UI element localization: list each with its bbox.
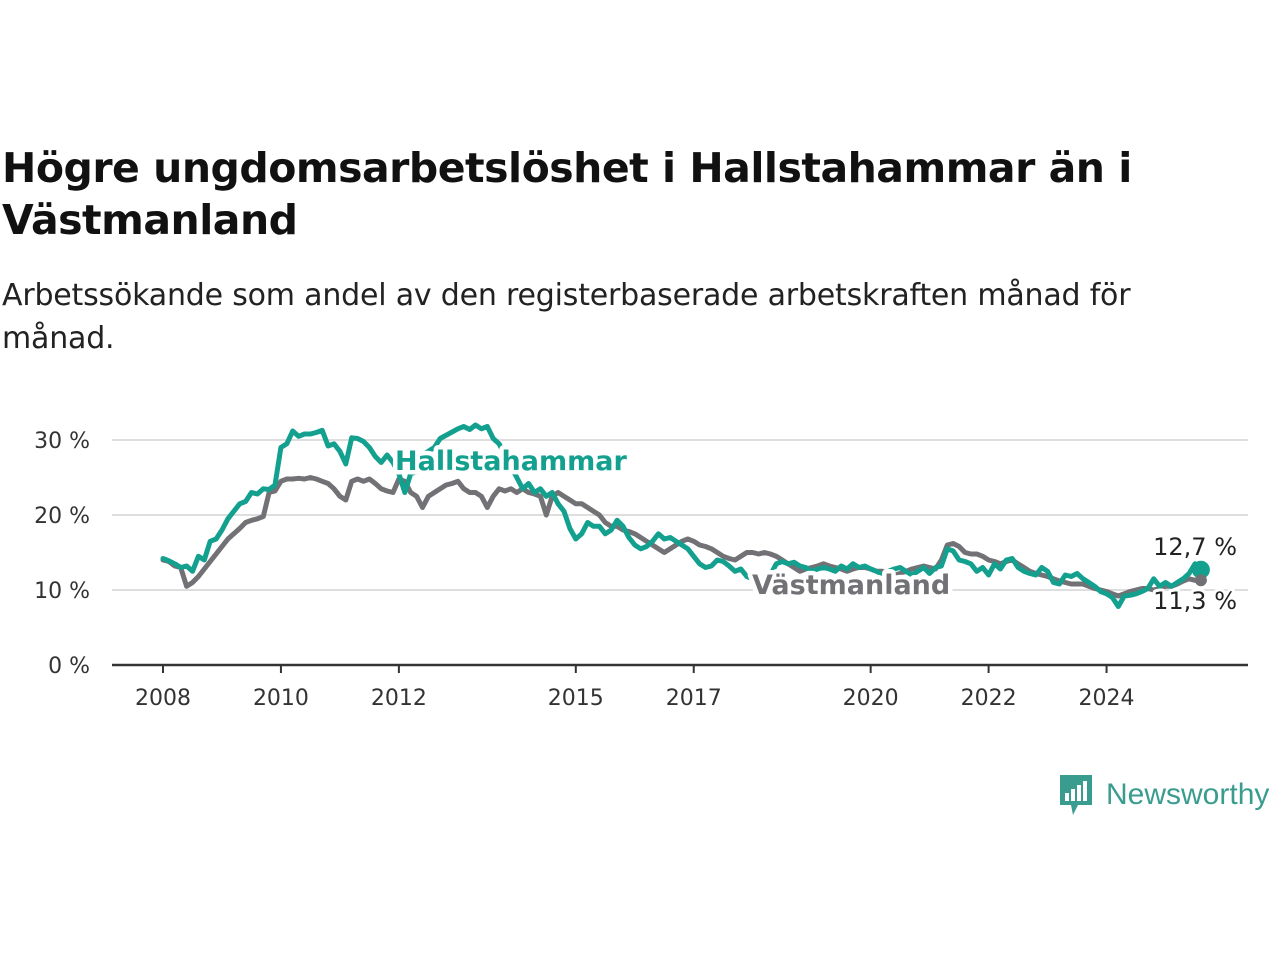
y-tick-label: 30 % xyxy=(34,429,90,454)
chart-subtitle: Arbetssökande som andel av den registerb… xyxy=(2,278,1131,356)
gridlines xyxy=(112,439,1248,667)
series-label-hallstahammar: Hallstahammar xyxy=(395,446,627,477)
series-labels: Hallstahammar Västmanland 12,7 % 11,3 % xyxy=(391,442,1241,619)
end-marker-västmanland xyxy=(1194,574,1207,587)
x-tick-label: 2020 xyxy=(843,686,899,711)
chart-title: Högre ungdomsarbetslöshet i Hallstahamma… xyxy=(2,144,1132,244)
series-line-hallstahammar xyxy=(160,422,1204,609)
end-value-label-hallstahammar: 12,7 % xyxy=(1153,533,1237,561)
series-line-västmanland xyxy=(160,475,1204,599)
x-axis-ticks: 2008 2010 2012 2015 2017 2020 2022 2024 xyxy=(135,665,1135,711)
series-lines xyxy=(160,422,1210,609)
x-tick-label: 2010 xyxy=(253,686,309,711)
y-tick-label: 0 % xyxy=(48,654,90,679)
end-marker-hallstahammar xyxy=(1191,560,1210,579)
x-tick-label: 2017 xyxy=(666,686,722,711)
y-axis-ticks: 0 % 10 % 20 % 30 % xyxy=(34,429,90,679)
series-label-vastmanland: Västmanland xyxy=(752,570,950,601)
x-tick-label: 2015 xyxy=(548,686,604,711)
brand-name: Newsworthy xyxy=(1106,778,1270,811)
x-tick-label: 2012 xyxy=(371,686,427,711)
x-tick-label: 2022 xyxy=(961,686,1017,711)
bar-chart-icon xyxy=(1060,775,1092,815)
y-tick-label: 10 % xyxy=(34,579,90,604)
x-tick-label: 2008 xyxy=(135,686,191,711)
end-value-label-vastmanland: 11,3 % xyxy=(1153,587,1237,615)
y-tick-label: 20 % xyxy=(34,504,90,529)
newsworthy-logo: Newsworthy xyxy=(1058,772,1269,818)
x-tick-label: 2024 xyxy=(1079,686,1135,711)
